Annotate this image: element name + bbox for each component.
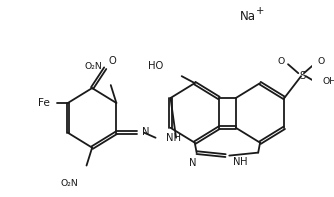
Text: N: N [189,158,197,167]
Text: HO: HO [148,61,163,71]
Text: O: O [109,56,117,66]
Text: N: N [233,157,240,166]
Text: NH: NH [166,133,181,143]
Text: O₂N: O₂N [61,179,78,188]
Text: H: H [240,157,248,166]
Text: O: O [317,57,324,66]
Text: N: N [142,127,149,137]
Text: Fe: Fe [38,98,50,108]
Text: O: O [278,57,285,66]
Text: OH: OH [322,77,334,86]
Text: Na: Na [240,10,256,23]
Text: O₂N: O₂N [84,62,102,71]
Text: +: + [256,6,264,16]
Text: S: S [299,71,305,81]
